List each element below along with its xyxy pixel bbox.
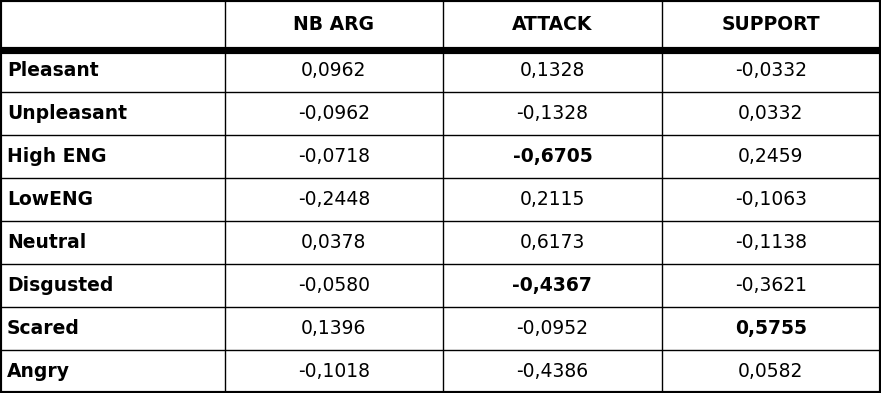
Text: -0,1138: -0,1138 xyxy=(735,233,807,252)
Text: -0,3621: -0,3621 xyxy=(735,276,807,295)
Text: -0,4386: -0,4386 xyxy=(516,362,589,381)
Text: Unpleasant: Unpleasant xyxy=(7,104,127,123)
Text: -0,0332: -0,0332 xyxy=(735,61,807,80)
Text: 0,0962: 0,0962 xyxy=(301,61,366,80)
Text: -0,0962: -0,0962 xyxy=(298,104,370,123)
Text: Neutral: Neutral xyxy=(7,233,86,252)
Text: LowENG: LowENG xyxy=(7,190,93,209)
Text: -0,2448: -0,2448 xyxy=(298,190,370,209)
Text: 0,0378: 0,0378 xyxy=(301,233,366,252)
Text: -0,0952: -0,0952 xyxy=(516,319,589,338)
Text: 0,2115: 0,2115 xyxy=(520,190,585,209)
Text: High ENG: High ENG xyxy=(7,147,107,166)
Text: Angry: Angry xyxy=(7,362,70,381)
Text: 0,5755: 0,5755 xyxy=(735,319,807,338)
Text: 0,0582: 0,0582 xyxy=(738,362,803,381)
Text: SUPPORT: SUPPORT xyxy=(722,15,820,34)
Text: -0,1018: -0,1018 xyxy=(298,362,370,381)
Text: Disgusted: Disgusted xyxy=(7,276,114,295)
Text: -0,0718: -0,0718 xyxy=(298,147,370,166)
Text: 0,1396: 0,1396 xyxy=(301,319,366,338)
Text: 0,0332: 0,0332 xyxy=(738,104,803,123)
Text: -0,6705: -0,6705 xyxy=(513,147,592,166)
Text: -0,1328: -0,1328 xyxy=(516,104,589,123)
Text: Pleasant: Pleasant xyxy=(7,61,99,80)
Text: -0,4367: -0,4367 xyxy=(513,276,592,295)
Text: -0,1063: -0,1063 xyxy=(735,190,807,209)
Text: 0,2459: 0,2459 xyxy=(738,147,803,166)
Text: NB ARG: NB ARG xyxy=(293,15,374,34)
Text: ATTACK: ATTACK xyxy=(512,15,593,34)
Text: Scared: Scared xyxy=(7,319,80,338)
Text: -0,0580: -0,0580 xyxy=(298,276,370,295)
Text: 0,6173: 0,6173 xyxy=(520,233,585,252)
Text: 0,1328: 0,1328 xyxy=(520,61,585,80)
